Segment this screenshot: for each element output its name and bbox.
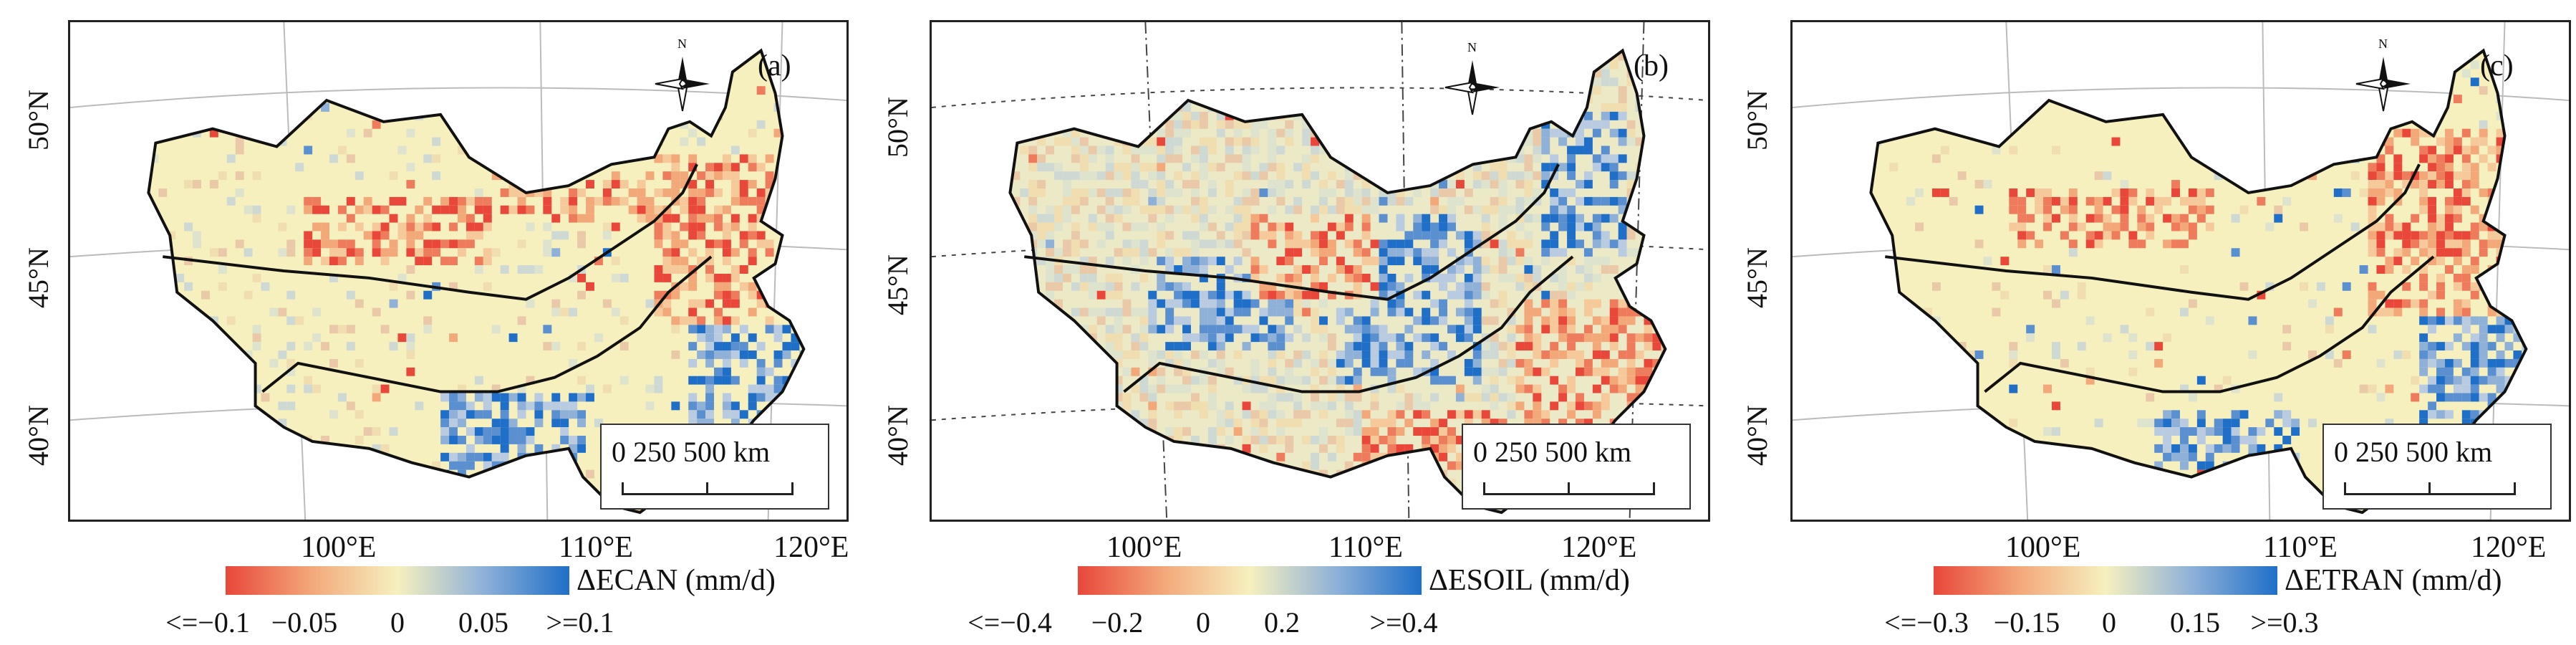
colorbar-ramp: [1934, 566, 2277, 595]
panel-label: (c): [2480, 49, 2514, 82]
colorbar-ramp: [1078, 566, 1422, 595]
scale-text: 0 250 500 km: [2334, 436, 2493, 468]
lat-label-45: 45°N: [882, 254, 914, 315]
colorbar-ramp: [226, 566, 569, 595]
map-panel-b: (b) N 0 250 500 km: [930, 20, 1710, 522]
map-panel-a: (a) N 0 250 500 km: [68, 20, 849, 522]
lon-label-110: 110°E: [1328, 531, 1403, 564]
lat-label-50: 50°N: [1741, 90, 1773, 150]
tick-c-2: 0: [2102, 606, 2116, 639]
tick-a-4: >=0.1: [546, 606, 614, 639]
compass-icon: [655, 57, 710, 112]
lat-label-45: 45°N: [1741, 247, 1773, 308]
lat-label-45: 45°N: [22, 247, 54, 308]
scale-bar-mid: [706, 482, 708, 495]
panel-label: (a): [758, 49, 791, 82]
colorbar-title: ΔECAN (mm/d): [577, 564, 776, 597]
north-label: N: [2378, 37, 2388, 51]
lon-label-100: 100°E: [1106, 531, 1182, 564]
tick-a-2: 0: [390, 606, 405, 639]
compass-icon: [1444, 60, 1500, 115]
colorbar-title: ΔESOIL (mm/d): [1429, 564, 1630, 597]
map-c-svg: [1793, 22, 2569, 520]
scale-bar-mid: [2428, 482, 2431, 495]
tick-b-1: −0.2: [1091, 606, 1144, 639]
lon-label-120: 120°E: [773, 531, 849, 564]
tick-a-3: 0.05: [458, 606, 508, 639]
tick-c-1: −0.15: [1993, 606, 2060, 639]
north-label: N: [677, 37, 687, 51]
scale-bar: 0 250 500 km: [1462, 424, 1691, 510]
map-a-svg: [70, 22, 846, 520]
lat-label-40: 40°N: [1741, 405, 1773, 466]
tick-b-2: 0: [1196, 606, 1210, 639]
lon-label-110: 110°E: [2263, 531, 2338, 564]
tick-a-0: <=−0.1: [165, 606, 250, 639]
tick-c-4: >=0.3: [2250, 606, 2319, 639]
scale-text: 0 250 500 km: [1473, 436, 1632, 468]
compass-icon: [2355, 57, 2411, 112]
map-panel-c: (c) N 0 250 500 km: [1790, 20, 2571, 522]
north-arrow: N: [1433, 40, 1512, 126]
lat-label-40: 40°N: [882, 405, 914, 466]
north-arrow: N: [643, 37, 722, 123]
panel-label: (b): [1634, 49, 1669, 82]
lat-label-50: 50°N: [22, 90, 54, 150]
scale-text: 0 250 500 km: [612, 436, 771, 468]
north-label: N: [1467, 40, 1477, 54]
lon-label-100: 100°E: [2005, 531, 2081, 564]
tick-b-4: >=0.4: [1369, 606, 1438, 639]
lat-label-50: 50°N: [882, 97, 914, 158]
lon-label-100: 100°E: [301, 531, 377, 564]
lon-label-120: 120°E: [2471, 531, 2547, 564]
tick-b-0: <=−0.4: [968, 606, 1052, 639]
scale-bar-mid: [1568, 482, 1570, 495]
tick-b-3: 0.2: [1264, 606, 1300, 639]
lat-label-40: 40°N: [22, 405, 54, 466]
scale-bar: 0 250 500 km: [2322, 424, 2552, 510]
north-arrow: N: [2344, 37, 2423, 123]
tick-a-1: −0.05: [271, 606, 338, 639]
lon-label-110: 110°E: [559, 531, 633, 564]
scale-bar: 0 250 500 km: [600, 424, 829, 510]
tick-c-0: <=−0.3: [1884, 606, 1969, 639]
tick-c-3: 0.15: [2170, 606, 2220, 639]
colorbar-title: ΔETRAN (mm/d): [2285, 564, 2502, 597]
lon-label-120: 120°E: [1561, 531, 1637, 564]
